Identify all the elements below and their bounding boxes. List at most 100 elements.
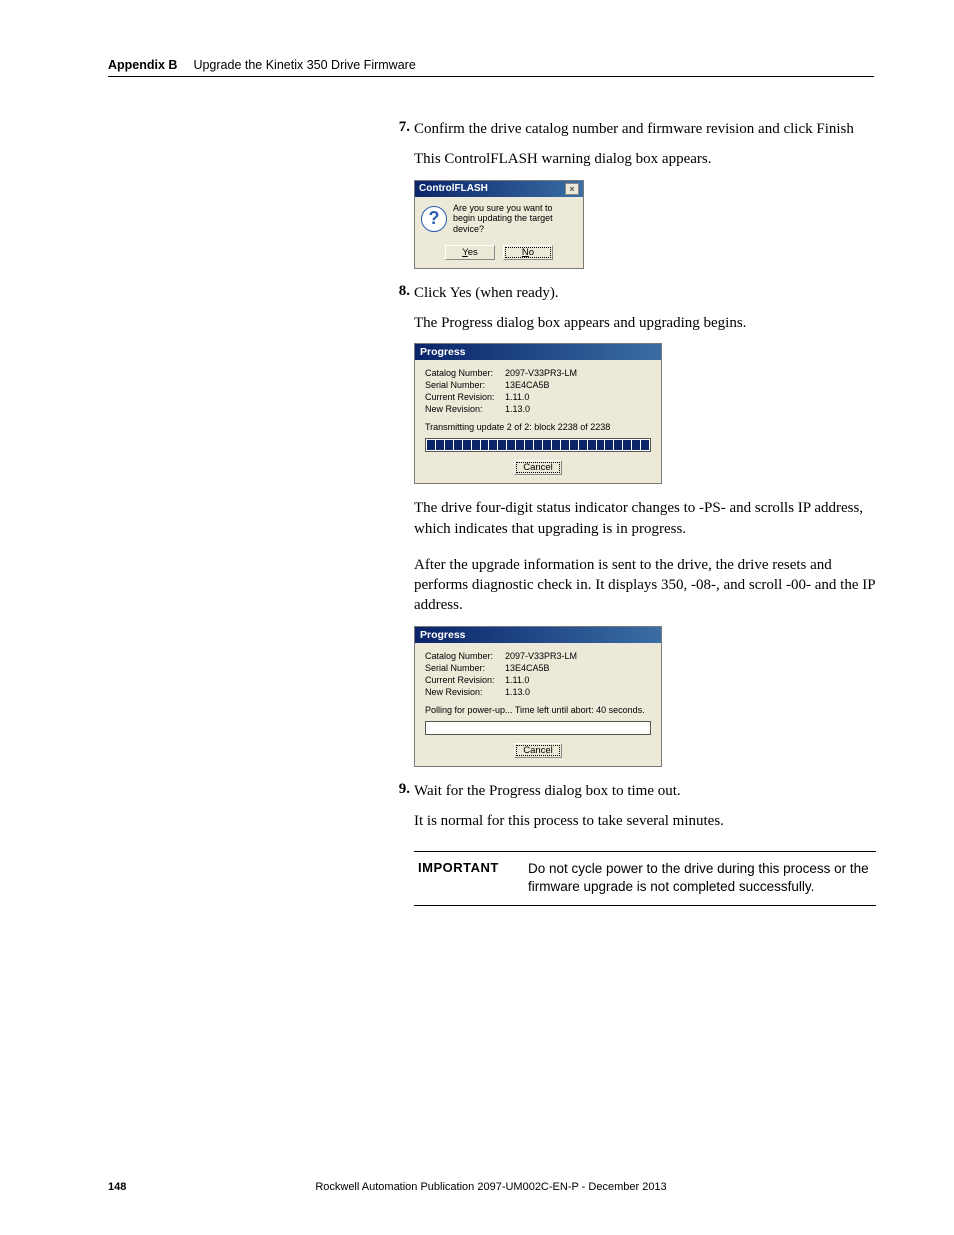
progress-segment	[525, 440, 533, 450]
dialog-body: Catalog Number:2097-V33PR3-LM Serial Num…	[415, 643, 661, 766]
dialog-titlebar: Progress	[415, 627, 661, 643]
progress-dialog-2: Progress Catalog Number:2097-V33PR3-LM S…	[414, 626, 662, 767]
paragraph: This ControlFLASH warning dialog box app…	[414, 149, 876, 169]
question-icon: ?	[421, 206, 447, 232]
step-7: 7. Confirm the drive catalog number and …	[386, 119, 876, 139]
progress-segment	[489, 440, 497, 450]
value: 2097-V33PR3-LM	[505, 651, 577, 661]
progress-segment	[543, 440, 551, 450]
dialog-body: Catalog Number:2097-V33PR3-LM Serial Num…	[415, 360, 661, 483]
step-number: 8.	[386, 283, 410, 303]
catalog-row: Catalog Number:2097-V33PR3-LM	[425, 651, 651, 661]
cancel-button[interactable]: Cancel	[514, 460, 562, 475]
dialog-titlebar: ControlFLASH ×	[415, 181, 583, 197]
progress-segment	[561, 440, 569, 450]
label: Current Revision:	[425, 392, 505, 402]
progress-segment	[498, 440, 506, 450]
progress-segment	[605, 440, 613, 450]
dialog-title: ControlFLASH	[419, 183, 488, 194]
button-row: Cancel	[425, 462, 651, 473]
publication-info: Rockwell Automation Publication 2097-UM0…	[108, 1181, 874, 1193]
value: 13E4CA5B	[505, 663, 550, 673]
progress-segment	[623, 440, 631, 450]
label: Catalog Number:	[425, 651, 505, 661]
step-text: Confirm the drive catalog number and fir…	[414, 119, 876, 139]
new-rev-row: New Revision:1.13.0	[425, 404, 651, 414]
appendix-label: Appendix B	[108, 58, 177, 72]
progress-segment	[516, 440, 524, 450]
controlflash-dialog: ControlFLASH × ? Are you sure you want t…	[414, 180, 584, 269]
progress-segment	[570, 440, 578, 450]
progress-segment	[632, 440, 640, 450]
cancel-button[interactable]: Cancel	[514, 743, 562, 758]
label: Current Revision:	[425, 675, 505, 685]
controlflash-dialog-container: ControlFLASH × ? Are you sure you want t…	[414, 180, 876, 269]
progress-bar	[425, 438, 651, 452]
value: 1.13.0	[505, 404, 530, 414]
dialog-body: ? Are you sure you want to begin updatin…	[415, 197, 583, 241]
progress-segment	[552, 440, 560, 450]
yes-rest: es	[468, 247, 478, 258]
progress-segment	[463, 440, 471, 450]
paragraph: After the upgrade information is sent to…	[414, 555, 876, 616]
progress-dialog-2-container: Progress Catalog Number:2097-V33PR3-LM S…	[414, 626, 876, 767]
header-title: Upgrade the Kinetix 350 Drive Firmware	[193, 58, 415, 72]
value: 1.11.0	[505, 675, 529, 685]
progress-segment	[454, 440, 462, 450]
status-text: Polling for power-up... Time left until …	[425, 705, 651, 715]
paragraph: The Progress dialog box appears and upgr…	[414, 313, 876, 333]
progress-segment	[534, 440, 542, 450]
progress-segment	[597, 440, 605, 450]
value: 1.13.0	[505, 687, 530, 697]
step-number: 7.	[386, 119, 410, 139]
progress-dialog-1-container: Progress Catalog Number:2097-V33PR3-LM S…	[414, 343, 876, 484]
important-label: IMPORTANT	[418, 860, 528, 896]
progress-dialog-1: Progress Catalog Number:2097-V33PR3-LM S…	[414, 343, 662, 484]
label: New Revision:	[425, 687, 505, 697]
dialog-titlebar: Progress	[415, 344, 661, 360]
new-rev-row: New Revision:1.13.0	[425, 687, 651, 697]
value: 1.11.0	[505, 392, 529, 402]
paragraph: It is normal for this process to take se…	[414, 811, 876, 831]
value: 2097-V33PR3-LM	[505, 368, 577, 378]
no-button[interactable]: No	[503, 245, 553, 260]
label: New Revision:	[425, 404, 505, 414]
important-text: Do not cycle power to the drive during t…	[528, 860, 872, 896]
progress-segment	[641, 440, 649, 450]
step-number: 9.	[386, 781, 410, 801]
serial-row: Serial Number:13E4CA5B	[425, 663, 651, 673]
dialog-message: Are you sure you want to begin updating …	[453, 203, 577, 235]
progress-segment	[445, 440, 453, 450]
step-8: 8. Click Yes (when ready).	[386, 283, 876, 303]
progress-bar-empty	[425, 721, 651, 735]
yes-button[interactable]: Yes	[445, 245, 495, 260]
current-rev-row: Current Revision:1.11.0	[425, 675, 651, 685]
current-rev-row: Current Revision:1.11.0	[425, 392, 651, 402]
progress-segment	[579, 440, 587, 450]
value: 13E4CA5B	[505, 380, 550, 390]
label: Catalog Number:	[425, 368, 505, 378]
close-icon[interactable]: ×	[565, 183, 579, 195]
status-text: Transmitting update 2 of 2: block 2238 o…	[425, 422, 651, 432]
serial-row: Serial Number:13E4CA5B	[425, 380, 651, 390]
label: Serial Number:	[425, 380, 505, 390]
catalog-row: Catalog Number:2097-V33PR3-LM	[425, 368, 651, 378]
progress-segment	[507, 440, 515, 450]
step-9: 9. Wait for the Progress dialog box to t…	[386, 781, 876, 801]
progress-segment	[588, 440, 596, 450]
step-text: Wait for the Progress dialog box to time…	[414, 781, 876, 801]
progress-segment	[481, 440, 489, 450]
button-row: Cancel	[425, 745, 651, 756]
important-box: IMPORTANT Do not cycle power to the driv…	[414, 851, 876, 905]
paragraph: The drive four-digit status indicator ch…	[414, 498, 876, 539]
progress-segment	[436, 440, 444, 450]
dialog-buttons: Yes No	[415, 241, 583, 268]
header-rule	[108, 76, 874, 77]
progress-segment	[472, 440, 480, 450]
no-mnemonic: N	[522, 247, 529, 258]
page-footer: 148 Rockwell Automation Publication 2097…	[108, 1181, 874, 1193]
progress-segment	[427, 440, 435, 450]
main-content: 7. Confirm the drive catalog number and …	[386, 119, 876, 906]
label: Serial Number:	[425, 663, 505, 673]
no-rest: o	[529, 247, 534, 258]
